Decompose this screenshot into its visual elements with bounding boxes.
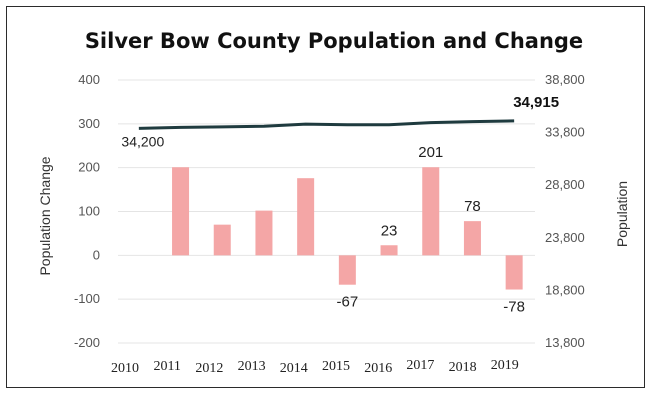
chart-title: Silver Bow County Population and Change <box>85 29 583 53</box>
x-axis-ticks: 2010 2011 2012 2013 2014 2015 2016 2017 2018 2019 <box>111 358 519 376</box>
x-tick-label: 2014 <box>280 361 308 376</box>
chart-frame <box>6 6 645 388</box>
right-tick-label: 18,800 <box>545 282 585 297</box>
x-tick-label: 2016 <box>364 361 392 376</box>
bar <box>380 245 398 256</box>
x-tick-label: 2017 <box>406 358 434 373</box>
left-tick-label: 0 <box>93 247 100 262</box>
left-tick-label: 200 <box>78 160 100 175</box>
right-axis-title: Population <box>614 181 630 247</box>
bar-data-label: 201 <box>418 144 443 161</box>
x-tick-label: 2019 <box>491 358 519 373</box>
bar-series <box>172 167 523 290</box>
bar <box>505 255 523 290</box>
x-tick-label: 2010 <box>111 361 139 376</box>
bar-data-label: -67 <box>337 294 359 311</box>
bar-data-label: -78 <box>503 299 525 316</box>
x-tick-label: 2013 <box>238 359 266 374</box>
bar <box>172 167 190 256</box>
bar <box>297 178 315 256</box>
right-axis-ticks: 38,800 33,800 28,800 23,800 18,800 13,800 <box>545 72 585 350</box>
bar <box>255 210 273 256</box>
bar-data-label: 78 <box>464 198 481 215</box>
left-tick-label: -100 <box>74 291 100 306</box>
bar-data-label: 23 <box>381 222 398 239</box>
right-tick-label: 23,800 <box>545 230 585 245</box>
right-tick-label: 33,800 <box>545 125 585 140</box>
line-data-label: 34,200 <box>121 133 164 149</box>
x-tick-label: 2011 <box>153 359 180 374</box>
bar <box>338 255 356 285</box>
left-tick-label: -200 <box>74 335 100 350</box>
right-tick-label: 13,800 <box>545 335 585 350</box>
left-tick-label: 100 <box>78 204 100 219</box>
line-series <box>138 119 515 130</box>
left-axis-title: Population Change <box>37 156 53 275</box>
bar <box>213 224 231 256</box>
bar <box>422 167 440 256</box>
right-tick-label: 28,800 <box>545 177 585 192</box>
data-labels: -67 23 201 78 -78 34,200 34,915 <box>121 94 559 316</box>
x-tick-label: 2015 <box>322 359 350 374</box>
left-tick-label: 300 <box>78 116 100 131</box>
right-tick-label: 38,800 <box>545 72 585 87</box>
line-data-label: 34,915 <box>513 94 559 111</box>
bar <box>463 221 481 256</box>
left-axis-ticks: 400 300 200 100 0 -100 -200 <box>74 72 100 350</box>
left-tick-label: 400 <box>78 72 100 87</box>
x-tick-label: 2018 <box>449 360 477 375</box>
population-line <box>138 119 515 130</box>
x-tick-label: 2012 <box>195 361 223 376</box>
